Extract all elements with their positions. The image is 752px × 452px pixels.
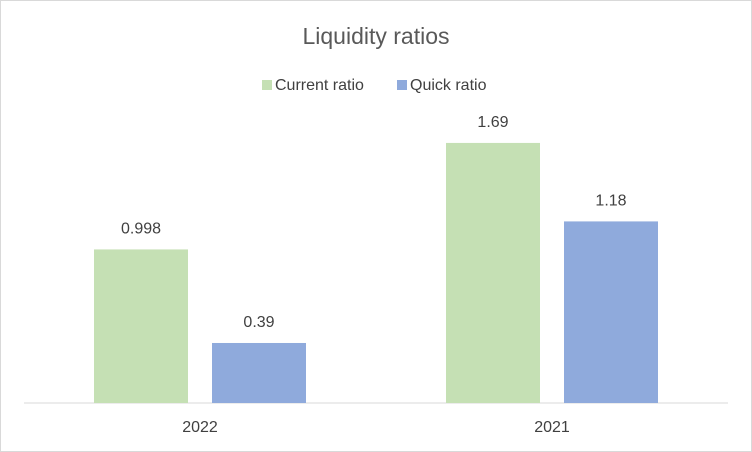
bar <box>564 221 658 403</box>
chart-title: Liquidity ratios <box>302 23 449 49</box>
x-tick-label: 2022 <box>182 419 218 436</box>
legend-label: Current ratio <box>275 77 364 94</box>
bar <box>212 342 306 403</box>
x-tick-label: 2021 <box>534 419 570 436</box>
data-label: 0.998 <box>121 221 161 238</box>
data-label: 0.39 <box>243 314 274 331</box>
bar <box>446 142 540 403</box>
legend-label: Quick ratio <box>410 77 487 94</box>
legend-swatch <box>397 80 407 90</box>
data-label: 1.18 <box>595 193 626 210</box>
legend-swatch <box>262 80 272 90</box>
data-label: 1.69 <box>477 114 508 131</box>
bar <box>94 249 188 403</box>
